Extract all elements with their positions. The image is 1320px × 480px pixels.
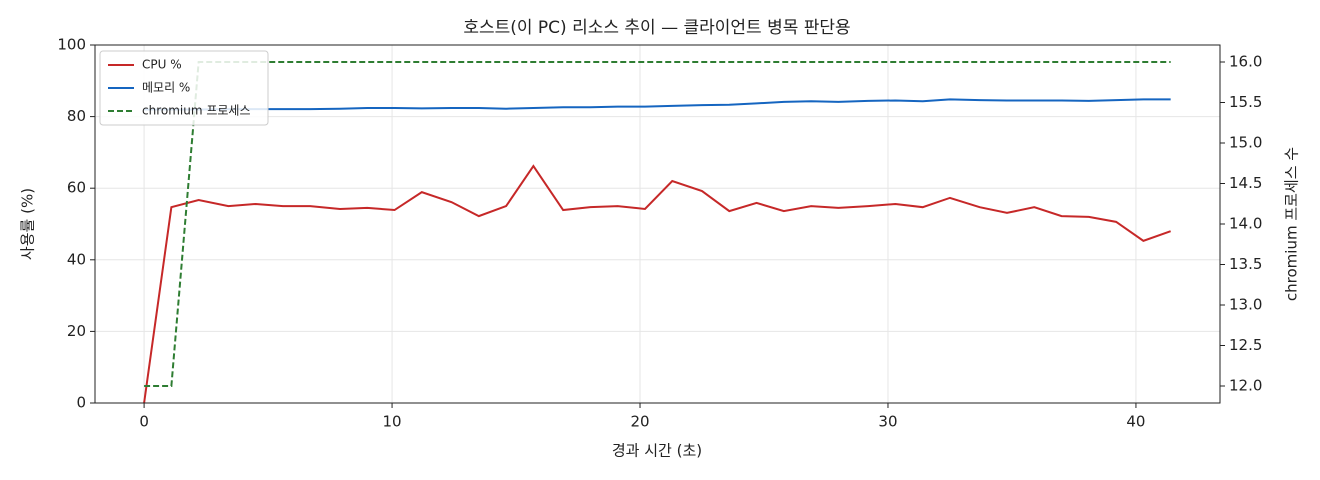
y2-tick-label: 15.5 (1229, 93, 1262, 111)
series-line (143, 164, 1171, 404)
y-tick-label: 80 (67, 107, 86, 125)
y-axis-label: 사용률 (%) (19, 188, 37, 260)
legend-label: 메모리 % (142, 81, 190, 95)
legend-box (99, 50, 269, 126)
y2-tick-label: 14.0 (1229, 215, 1262, 233)
x-tick-label: 10 (383, 413, 402, 431)
x-tick-label: 0 (139, 413, 149, 431)
y2-tick-label: 15.0 (1229, 134, 1262, 152)
y2-tick-label: 12.0 (1229, 376, 1262, 394)
y2-tick-label: 16.0 (1229, 53, 1262, 71)
x-tick-label: 30 (878, 413, 897, 431)
x-axis-label: 경과 시간 (초) (612, 442, 702, 460)
series-line (144, 61, 1171, 387)
y-tick-label: 0 (76, 394, 86, 412)
y2-tick-label: 14.5 (1229, 174, 1262, 192)
y-tick-label: 40 (67, 250, 86, 268)
y2-axis-label: chromium 프로세스 수 (1283, 147, 1301, 301)
y-tick-label: 100 (57, 36, 86, 54)
x-tick-label: 20 (630, 413, 649, 431)
y2-tick-label: 13.5 (1229, 255, 1262, 273)
y2-tick-label: 12.5 (1229, 336, 1262, 354)
legend-label: chromium 프로세스 (142, 104, 251, 118)
chart-title: 호스트(이 PC) 리소스 추이 — 클라이언트 병목 판단용 (463, 18, 850, 38)
y2-tick-label: 13.0 (1229, 295, 1262, 313)
x-tick-label: 40 (1126, 413, 1145, 431)
y-tick-label: 60 (67, 179, 86, 197)
y-tick-label: 20 (67, 322, 86, 340)
legend-label: CPU % (142, 58, 182, 72)
plot-frame (94, 44, 1221, 404)
series-line (144, 98, 1171, 111)
